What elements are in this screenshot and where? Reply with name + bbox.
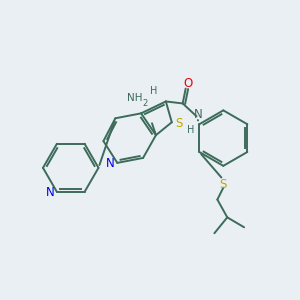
Text: H: H	[187, 125, 194, 135]
Text: N: N	[194, 108, 203, 121]
Text: NH: NH	[128, 94, 143, 103]
Text: S: S	[175, 117, 182, 130]
Text: N: N	[106, 158, 115, 170]
Text: H: H	[150, 85, 158, 96]
Text: S: S	[220, 178, 227, 191]
Text: O: O	[183, 77, 192, 90]
Text: 2: 2	[142, 99, 148, 108]
Text: N: N	[46, 186, 54, 199]
